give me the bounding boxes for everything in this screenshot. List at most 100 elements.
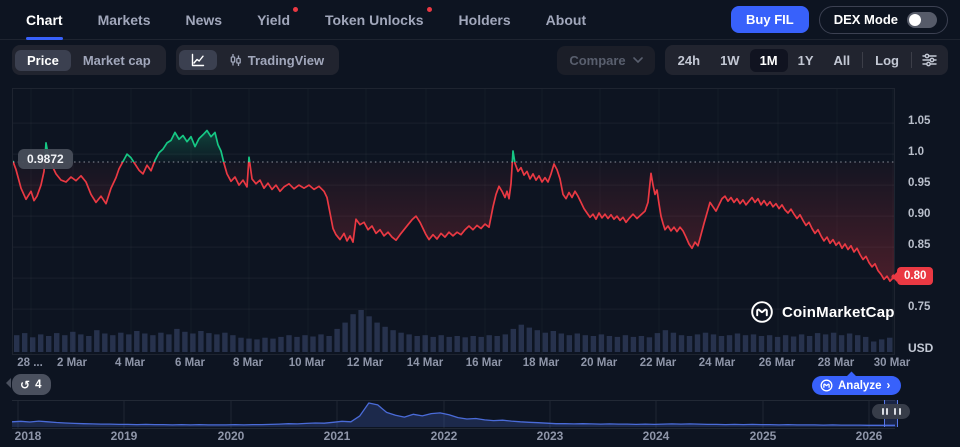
nav-tab-label: About xyxy=(545,11,587,28)
x-axis: 28 ... 2 Mar 4 Mar 6 Mar 8 Mar 10 Mar 12 Mar 14… xyxy=(12,357,911,371)
divider xyxy=(911,52,912,68)
price-chart-plot[interactable] xyxy=(12,88,895,355)
range-button-1m[interactable]: 1M xyxy=(749,48,788,72)
x-axis-label: 12 Mar xyxy=(346,357,384,369)
nav-tab-markets[interactable]: Markets xyxy=(98,0,151,39)
dex-mode-switch[interactable] xyxy=(907,11,937,28)
x-axis-label: 16 Mar xyxy=(465,357,503,369)
navigator-year-label: 2022 xyxy=(430,429,458,443)
nav-tab-about[interactable]: About xyxy=(546,0,586,39)
nav-tab-label: News xyxy=(185,11,223,28)
nav-tab-token-unlocks[interactable]: Token Unlocks xyxy=(325,0,432,39)
compare-label: Compare xyxy=(569,52,626,68)
replay-history-badge[interactable]: ↺ 4 xyxy=(5,374,52,395)
chevron-down-icon xyxy=(632,57,643,63)
nav-tab-news[interactable]: News xyxy=(185,0,222,39)
range-button-all[interactable]: All xyxy=(833,52,851,68)
metric-segmented-control: Price Market cap xyxy=(12,45,166,75)
chart-settings-button[interactable] xyxy=(914,49,945,71)
nav-tab-label: Holders xyxy=(458,11,511,28)
x-axis-label: 18 Mar xyxy=(522,357,560,369)
x-axis-label: 24 Mar xyxy=(698,357,736,369)
navigator-svg xyxy=(11,401,895,428)
x-axis-label: 30 Mar xyxy=(873,357,911,369)
range-button-24h[interactable]: 24h xyxy=(677,52,701,68)
navigator-year-label: 2024 xyxy=(642,429,670,443)
history-clock-icon: ↺ xyxy=(20,377,31,392)
x-axis-label: 28 ... xyxy=(17,357,43,369)
y-axis-label: 0.90 xyxy=(908,208,931,221)
x-axis-label: 4 Mar xyxy=(114,357,146,369)
line-chart-icon xyxy=(191,53,204,67)
navigator-year-label: 2025 xyxy=(749,429,777,443)
navigator-year-label: 2020 xyxy=(217,429,245,443)
nav-tabs: Chart Markets News Yield Token Unlocks H… xyxy=(26,0,586,40)
x-axis-label: 10 Mar xyxy=(288,357,326,369)
x-axis-label: 28 Mar xyxy=(817,357,855,369)
y-axis-label: 0.85 xyxy=(908,239,931,252)
toggle-knob-icon xyxy=(909,13,921,26)
y-axis-label: 0.95 xyxy=(908,177,931,190)
left-handle-icon[interactable] xyxy=(881,408,888,415)
replay-count: 4 xyxy=(35,378,42,391)
notification-dot xyxy=(426,7,432,12)
nav-tab-label: Markets xyxy=(97,11,151,28)
range-button-1y[interactable]: 1Y xyxy=(797,52,814,68)
toolbar-right-controls: Compare 24h 1W 1M 1Y All Log xyxy=(557,45,948,75)
baseline-price-label: 0.9872 xyxy=(18,149,73,169)
chart-type-segmented-control: TradingView xyxy=(175,45,340,75)
x-axis-label: 14 Mar xyxy=(406,357,444,369)
timeline-navigator[interactable] xyxy=(11,400,895,429)
dex-mode-label: DEX Mode xyxy=(833,12,898,27)
currency-unit-label: USD xyxy=(908,341,934,355)
nav-tab-yield[interactable]: Yield xyxy=(257,0,298,39)
right-handle-icon[interactable] xyxy=(894,408,901,415)
chart-toolbar: Price Market cap TradingView Compare 24h… xyxy=(0,44,960,76)
x-axis-label: 22 Mar xyxy=(639,357,677,369)
buy-fil-button[interactable]: Buy FIL xyxy=(731,6,809,33)
line-chart-type-button[interactable] xyxy=(178,50,217,70)
y-axis-label: 1.0 xyxy=(908,146,924,159)
compare-dropdown[interactable]: Compare xyxy=(557,45,655,75)
analyze-logo-icon xyxy=(820,379,833,392)
navigator-year-axis: 2018 2019 2020 2021 2022 2023 2024 2025 2026 xyxy=(12,429,908,443)
range-button-1w[interactable]: 1W xyxy=(720,52,740,68)
nav-actions: Buy FIL DEX Mode xyxy=(731,5,948,34)
navigator-year-label: 2019 xyxy=(110,429,138,443)
nav-tab-label: Yield xyxy=(257,11,290,28)
range-segmented-control: 24h 1W 1M 1Y All Log xyxy=(664,45,948,75)
candlestick-icon xyxy=(230,54,241,66)
sliders-icon xyxy=(922,53,937,67)
nav-tab-label: Token Unlocks xyxy=(325,11,424,28)
x-axis-label: 2 Mar xyxy=(56,357,88,369)
coinmarketcap-logo-icon xyxy=(751,301,773,323)
metric-tab-price[interactable]: Price xyxy=(15,49,71,71)
notification-dot xyxy=(293,7,298,12)
navigator-year-label: 2021 xyxy=(323,429,351,443)
log-scale-button[interactable]: Log xyxy=(875,52,899,68)
x-axis-label: 26 Mar xyxy=(758,357,796,369)
nav-tab-chart[interactable]: Chart xyxy=(26,0,63,40)
navigator-year-label: 2026 xyxy=(855,429,883,443)
coinmarketcap-watermark: CoinMarketCap xyxy=(750,300,895,324)
nav-tab-label: Chart xyxy=(26,11,63,28)
navigator-range-handles[interactable] xyxy=(872,404,910,419)
current-price-badge: 0.80 xyxy=(891,267,934,285)
nav-tab-holders[interactable]: Holders xyxy=(459,0,511,39)
watermark-label: CoinMarketCap xyxy=(782,303,895,321)
dex-mode-button[interactable]: DEX Mode xyxy=(818,5,948,34)
divider xyxy=(862,52,864,68)
x-axis-label: 6 Mar xyxy=(174,357,206,369)
y-axis-label: 1.05 xyxy=(908,115,931,128)
x-axis-label: 20 Mar xyxy=(580,357,618,369)
y-axis-label: 0.75 xyxy=(908,301,931,314)
tradingview-label: TradingView xyxy=(247,52,325,68)
metric-tab-market-cap[interactable]: Market cap xyxy=(82,52,151,68)
tradingview-chart-type-button[interactable]: TradingView xyxy=(217,50,336,71)
navigator-year-label: 2018 xyxy=(14,429,42,443)
chevron-right-icon: › xyxy=(886,379,891,392)
analyze-label: Analyze xyxy=(838,379,882,392)
analyze-button[interactable]: Analyze › xyxy=(812,376,902,395)
x-axis-label: 8 Mar xyxy=(232,357,264,369)
